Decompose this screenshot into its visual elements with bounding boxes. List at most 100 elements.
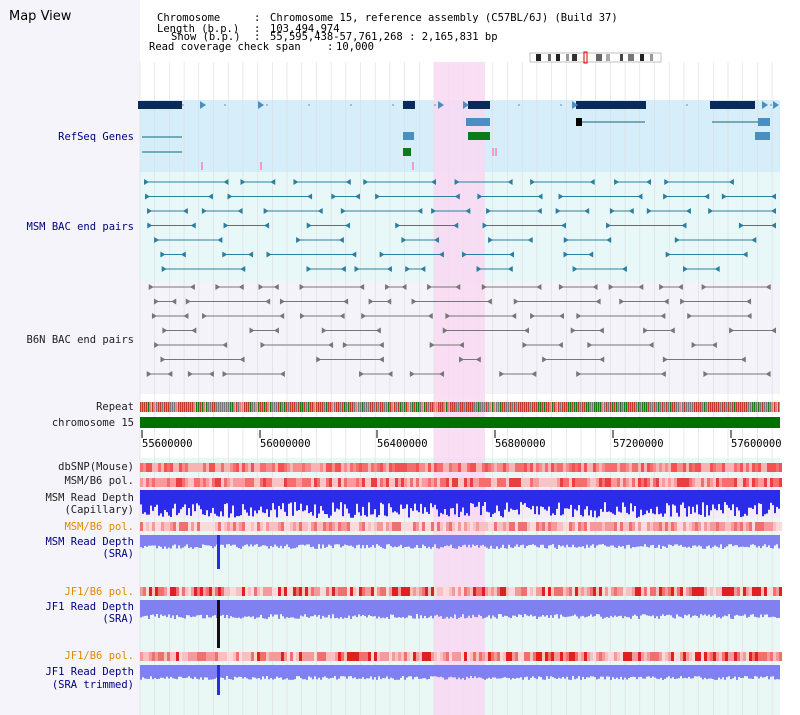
depth-bar — [564, 490, 566, 509]
heat-cell — [716, 463, 719, 472]
depth-bar — [520, 535, 522, 546]
repeat-mark — [180, 402, 182, 412]
depth-bar — [716, 490, 718, 511]
heat-cell — [530, 463, 533, 472]
heat-cell — [164, 463, 167, 472]
bac-end-arrow — [409, 371, 415, 377]
repeat-mark — [560, 402, 562, 412]
depth-bar — [450, 665, 452, 677]
heat-cell — [323, 652, 326, 661]
depth-bar — [636, 665, 638, 680]
heat-cell — [761, 587, 764, 596]
repeat-mark — [686, 402, 688, 412]
bac-end-arrow — [740, 356, 746, 363]
heat-cell — [188, 478, 191, 487]
depth-bar — [330, 535, 332, 546]
heat-cell — [767, 463, 770, 472]
depth-bar — [338, 535, 340, 545]
depth-bar — [632, 600, 634, 616]
depth-bar — [718, 490, 720, 505]
heat-cell — [701, 652, 704, 661]
repeat-mark — [702, 402, 704, 412]
heat-cell — [362, 522, 365, 531]
repeat-mark — [392, 402, 394, 412]
depth-bar — [552, 665, 554, 678]
repeat-mark — [594, 402, 596, 412]
heat-cell — [644, 478, 647, 487]
depth-bar — [574, 535, 576, 548]
heat-cell — [725, 587, 728, 596]
depth-bar — [400, 600, 402, 618]
heat-cell — [266, 478, 269, 487]
heat-cell — [233, 587, 236, 596]
depth-bar — [532, 490, 534, 506]
axis-tick-label: 56000000 — [260, 438, 311, 450]
heat-cell — [734, 652, 737, 661]
depth-bar — [298, 600, 300, 619]
repeat-mark — [706, 402, 708, 412]
jf1-read-depth-sra-label[interactable]: JF1 Read Depth — [45, 601, 134, 613]
bac-end-arrow — [386, 298, 392, 305]
heat-cell — [566, 463, 569, 472]
gene-mark — [201, 162, 203, 170]
depth-bar — [406, 490, 408, 505]
bac-end-arrow — [685, 208, 691, 214]
bac-end-arrow — [427, 313, 433, 319]
msm-b6-pol-capillary-label[interactable]: MSM/B6 pol. — [64, 475, 134, 487]
depth-bar — [312, 535, 314, 547]
bac-end-arrow — [223, 222, 229, 229]
heat-cell — [647, 463, 650, 472]
heat-cell — [224, 652, 227, 661]
repeat-mark — [720, 402, 722, 412]
depth-bar — [602, 490, 604, 512]
depth-bar — [204, 665, 206, 678]
dbsnp-label[interactable]: dbSNP(Mouse) — [58, 461, 134, 473]
depth-bar — [338, 600, 340, 619]
heat-cell — [380, 478, 383, 487]
repeat-mark — [650, 402, 652, 412]
heat-cell — [737, 587, 740, 596]
repeat-mark — [770, 402, 772, 412]
heat-cell — [776, 587, 779, 596]
bac-end-arrow — [563, 251, 569, 258]
depth-bar — [494, 665, 496, 678]
depth-bar — [566, 490, 568, 509]
msm-b6-pol-sra-label[interactable]: MSM/B6 pol. — [64, 521, 134, 533]
repeat-mark — [356, 402, 358, 412]
heat-cell — [581, 652, 584, 661]
depth-bar — [456, 665, 458, 680]
b6n-bac-end-pairs-label[interactable]: B6N BAC end pairs — [26, 334, 134, 346]
repeat-mark — [246, 402, 248, 412]
repeat-mark — [492, 402, 494, 412]
heat-cell — [530, 522, 533, 531]
jf1-read-depth-trimmed-label[interactable]: JF1 Read Depth — [45, 666, 134, 678]
heat-cell — [587, 652, 590, 661]
msm-read-depth-sra-label[interactable]: MSM Read Depth — [45, 536, 134, 548]
heat-cell — [191, 522, 194, 531]
depth-bar — [378, 600, 380, 617]
depth-bar — [446, 490, 448, 515]
jf1-b6-pol-trimmed-label[interactable]: JF1/B6 pol. — [64, 650, 134, 662]
heat-cell — [755, 478, 758, 487]
depth-bar — [462, 490, 464, 508]
depth-bar — [204, 600, 206, 619]
bac-end-arrow — [606, 237, 612, 243]
jf1-b6-pol-sra-label[interactable]: JF1/B6 pol. — [64, 586, 134, 598]
bac-end-arrow — [182, 208, 188, 214]
heat-cell — [176, 478, 179, 487]
heat-cell — [440, 522, 443, 531]
depth-bar — [192, 600, 194, 617]
depth-bar — [176, 665, 178, 680]
heat-cell — [326, 522, 329, 531]
bac-end-arrow — [401, 237, 407, 243]
msm-read-depth-capillary-label[interactable]: MSM Read Depth — [45, 492, 134, 504]
heat-cell — [365, 478, 368, 487]
depth-bar — [242, 535, 244, 547]
depth-bar — [220, 665, 222, 678]
repeat-mark — [674, 402, 676, 412]
msm-bac-end-pairs-label[interactable]: MSM BAC end pairs — [26, 221, 134, 233]
depth-bar — [416, 535, 418, 546]
refseq-genes-label[interactable]: RefSeq Genes — [58, 131, 134, 143]
heat-cell — [347, 587, 350, 596]
